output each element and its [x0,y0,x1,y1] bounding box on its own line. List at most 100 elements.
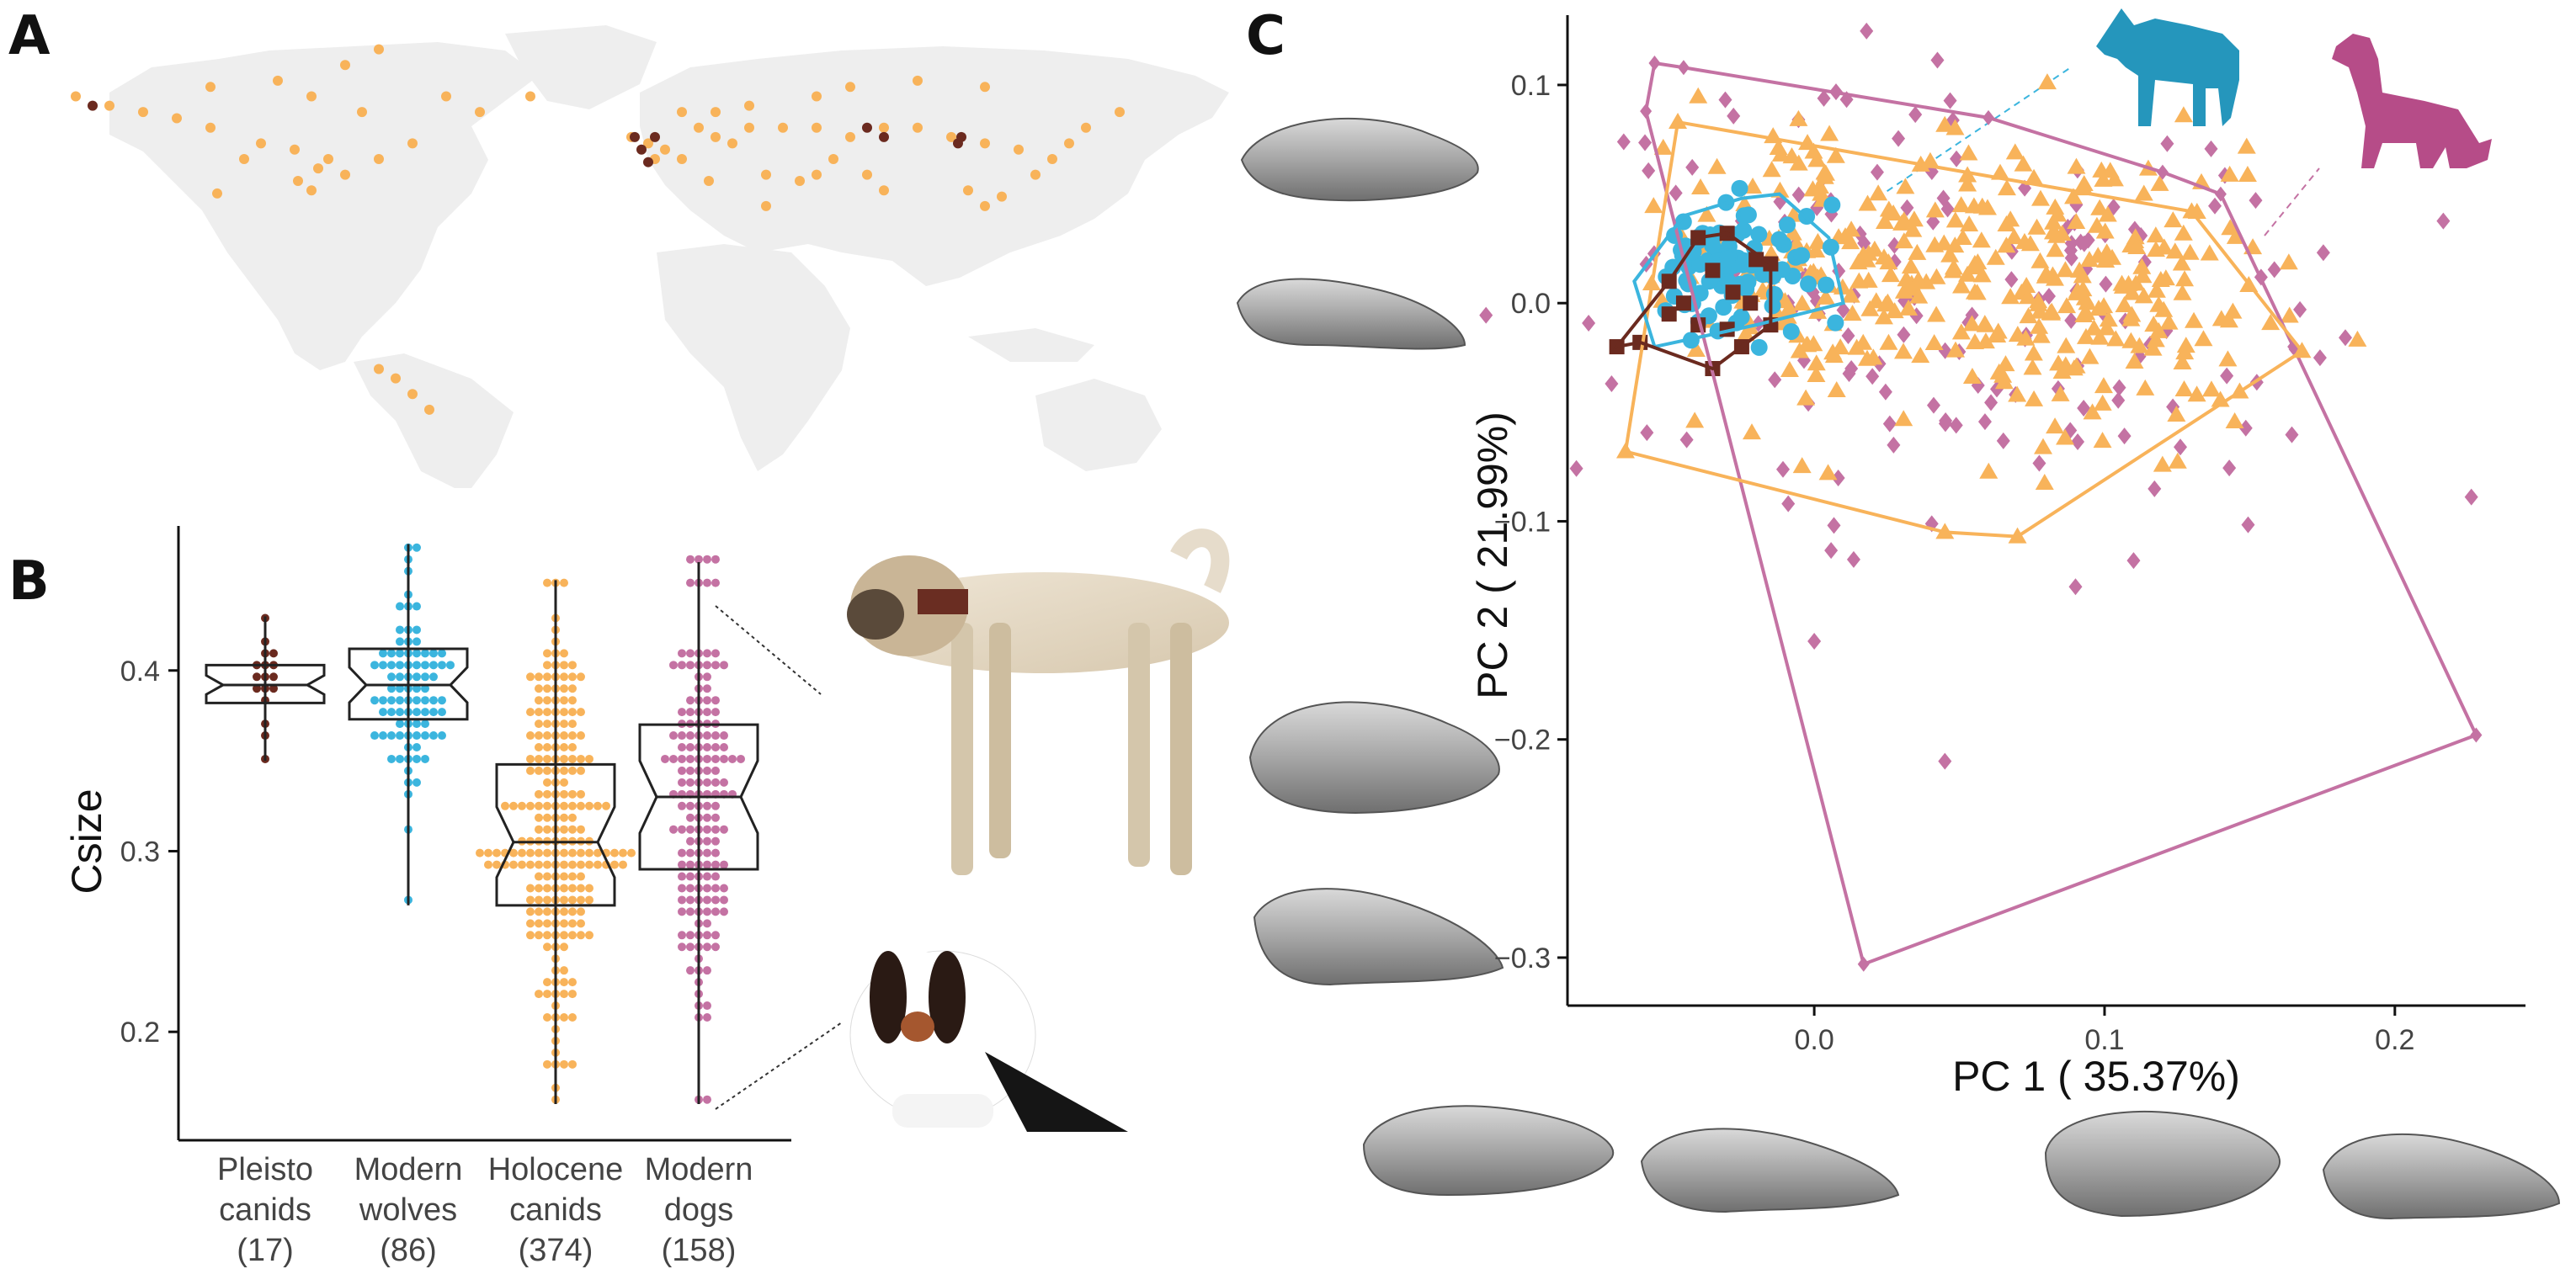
box-data-point [711,825,720,834]
map-sample-point [643,157,653,167]
box-data-point [560,578,568,587]
map-sample-point [104,100,114,111]
box-data-point [661,754,669,763]
pca-point [2187,385,2206,402]
map-sample-point [340,169,350,180]
pca-point [2029,295,2048,311]
map-sample-point [374,44,384,55]
pca-point [1642,162,1656,179]
pca-point [2094,377,2113,394]
map-sample-point [643,138,653,149]
box-data-point [720,895,728,905]
pca-point [1739,273,1757,291]
pca-point [1940,246,1960,263]
pca-point [1975,315,1994,332]
box-data-point [526,708,535,717]
pca-point [2001,288,2020,305]
box-data-point [577,825,585,834]
box-data-point [412,543,421,552]
pca-point [1820,125,1839,141]
pca-point [2172,254,2191,271]
box-data-point [577,919,585,928]
pca-point [2034,438,2053,454]
box-data-point [703,731,711,741]
map-sample-point [963,185,973,196]
pca-point [2105,170,2124,187]
pca-point [2148,480,2162,497]
pca-point [1789,154,1808,171]
box-data-point [720,825,728,834]
box-data-point [568,919,577,928]
map-sample-point [205,122,216,133]
pca-point [2159,313,2179,330]
box-data-point [711,895,720,905]
box-data-point [568,789,577,799]
pca-point [1887,436,1901,454]
box-data-point [703,931,711,940]
pca-point [2117,427,2132,445]
pca-point [1818,464,1838,481]
pca-point [2046,198,2065,215]
box-data-point [535,931,543,940]
box-category-label: canids [509,1192,602,1228]
map-sample-point [357,107,367,118]
box-data-point [560,719,568,729]
pca-point [1841,286,1860,303]
pca-point [1950,150,1964,167]
box-data-point [720,754,728,763]
pca-point [2222,459,2237,477]
pca-point [1675,295,1691,311]
map-sample-point [1047,153,1057,164]
pca-point [1858,349,1877,366]
pca-point [1792,295,1812,311]
pca-point [2223,302,2243,319]
pca-point [2133,267,2153,284]
box-data-point [535,743,543,752]
pca-point [1908,271,1928,288]
pca-point [1765,285,1783,303]
box-data-point [560,942,568,952]
box-data-point [703,649,711,658]
box-data-point [396,672,404,682]
skull-bottom-2-lateral [1640,1128,1900,1213]
pca-point [1958,175,1977,192]
map-sample-point [862,122,872,133]
pca-point [1879,200,1898,217]
dog-silhouette-icon [2332,34,2492,168]
box-data-point [543,696,551,705]
pca-point [1823,196,1841,214]
box-data-point [501,801,509,810]
pca-point [1926,396,1940,414]
pca-point [2122,305,2142,322]
pca-point [1705,263,1721,279]
box-data-point [438,649,446,658]
pca-point [2093,432,2112,449]
pca-point [1661,306,1677,322]
pca-point [2285,426,2299,443]
pca-point [2241,516,2255,534]
box-data-point [543,719,551,729]
box-data-point [711,696,720,705]
pca-point [1952,277,1972,294]
box-data-point [585,801,593,810]
pca-point [2099,311,2118,327]
pca-point [2111,391,2126,409]
box-data-point [678,848,686,858]
box-data-point [669,661,678,670]
pca-point [1988,322,2008,339]
box-data-point [526,731,535,741]
box-data-point [568,684,577,693]
pca-convex-hull [1612,231,1773,371]
pca-point [1876,295,1896,312]
pca-point [2068,578,2083,596]
box-data-point [396,696,404,705]
pca-point [1893,342,1913,359]
box-data-point [438,708,446,717]
pca-point [1962,315,1982,332]
pca-point [2180,243,2200,260]
box-data-point [492,860,501,869]
box-data-point [720,778,728,787]
box-data-point [535,801,543,810]
box-data-point [568,848,577,858]
pca-point [1817,89,1831,107]
